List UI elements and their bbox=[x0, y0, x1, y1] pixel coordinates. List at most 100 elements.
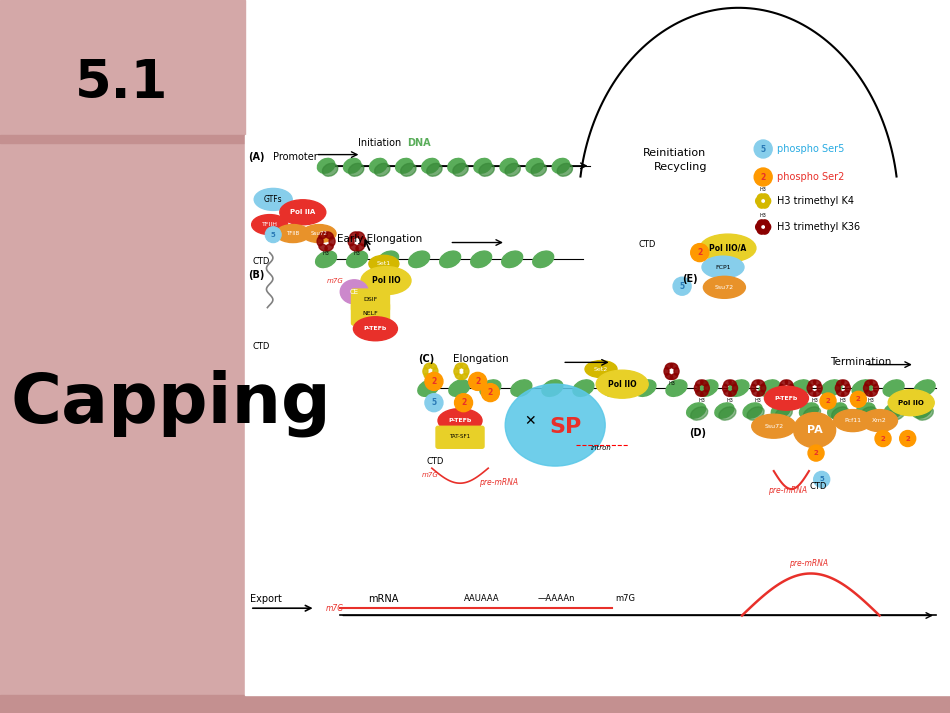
Ellipse shape bbox=[369, 255, 399, 272]
Ellipse shape bbox=[604, 380, 625, 396]
Ellipse shape bbox=[870, 391, 877, 396]
Ellipse shape bbox=[453, 163, 468, 176]
Ellipse shape bbox=[700, 234, 756, 262]
Ellipse shape bbox=[315, 251, 336, 267]
Text: H3 trimethyl K4: H3 trimethyl K4 bbox=[777, 196, 854, 206]
Text: m7G: m7G bbox=[422, 471, 438, 478]
Text: Set2: Set2 bbox=[594, 366, 608, 371]
Text: Ssu72: Ssu72 bbox=[714, 284, 734, 289]
Ellipse shape bbox=[728, 380, 749, 396]
Text: Pol IIO: Pol IIO bbox=[371, 276, 400, 285]
Text: H3 trimethyl K36: H3 trimethyl K36 bbox=[777, 222, 861, 232]
Ellipse shape bbox=[800, 403, 819, 418]
Text: 2: 2 bbox=[813, 450, 819, 456]
Text: H3: H3 bbox=[668, 381, 674, 386]
Circle shape bbox=[814, 471, 829, 488]
Text: 5: 5 bbox=[761, 145, 766, 153]
Text: CTD: CTD bbox=[638, 240, 656, 249]
Ellipse shape bbox=[664, 367, 669, 375]
Text: 5: 5 bbox=[271, 232, 276, 237]
Ellipse shape bbox=[759, 380, 780, 396]
Ellipse shape bbox=[317, 237, 323, 246]
Ellipse shape bbox=[701, 380, 708, 386]
Text: CTD: CTD bbox=[427, 457, 445, 466]
Text: 5: 5 bbox=[679, 282, 685, 291]
Text: —AAAAn: —AAAAn bbox=[538, 594, 575, 603]
Ellipse shape bbox=[353, 317, 397, 341]
Text: pre-mRNA: pre-mRNA bbox=[769, 486, 808, 496]
Ellipse shape bbox=[771, 403, 790, 418]
Ellipse shape bbox=[694, 384, 699, 392]
Ellipse shape bbox=[864, 380, 872, 386]
Ellipse shape bbox=[752, 380, 759, 386]
Text: 2: 2 bbox=[826, 398, 830, 404]
Circle shape bbox=[754, 168, 772, 186]
Ellipse shape bbox=[423, 367, 428, 375]
Ellipse shape bbox=[665, 374, 673, 379]
Ellipse shape bbox=[864, 384, 868, 392]
Ellipse shape bbox=[526, 158, 543, 173]
Text: 2: 2 bbox=[697, 248, 702, 257]
Text: Export: Export bbox=[250, 594, 282, 604]
Text: 2: 2 bbox=[487, 388, 493, 397]
Ellipse shape bbox=[775, 407, 792, 420]
Ellipse shape bbox=[502, 251, 522, 267]
Text: H3: H3 bbox=[783, 398, 789, 403]
Circle shape bbox=[265, 227, 281, 242]
Ellipse shape bbox=[834, 409, 872, 431]
Circle shape bbox=[875, 431, 891, 446]
Text: H3: H3 bbox=[760, 213, 767, 218]
Ellipse shape bbox=[793, 413, 836, 448]
Ellipse shape bbox=[808, 384, 812, 392]
Text: m7G: m7G bbox=[616, 594, 636, 603]
Ellipse shape bbox=[511, 380, 532, 396]
Ellipse shape bbox=[350, 244, 358, 251]
Ellipse shape bbox=[325, 232, 333, 239]
Text: 2: 2 bbox=[905, 436, 910, 441]
Ellipse shape bbox=[747, 407, 764, 420]
Ellipse shape bbox=[761, 384, 766, 392]
Ellipse shape bbox=[766, 223, 770, 230]
Ellipse shape bbox=[464, 367, 469, 375]
Bar bbox=[0, 135, 245, 143]
Text: Pol IIO: Pol IIO bbox=[608, 380, 636, 389]
Ellipse shape bbox=[505, 384, 605, 466]
Text: 2: 2 bbox=[856, 396, 861, 402]
Text: PA: PA bbox=[807, 425, 823, 435]
Ellipse shape bbox=[860, 407, 877, 420]
Text: Ssu72: Ssu72 bbox=[311, 231, 328, 236]
Ellipse shape bbox=[813, 380, 821, 386]
Ellipse shape bbox=[874, 384, 879, 392]
Ellipse shape bbox=[429, 363, 437, 369]
Ellipse shape bbox=[827, 403, 846, 418]
Text: H3: H3 bbox=[867, 398, 875, 403]
Ellipse shape bbox=[454, 367, 459, 375]
Text: 2: 2 bbox=[431, 377, 437, 386]
Ellipse shape bbox=[729, 391, 736, 396]
Circle shape bbox=[468, 372, 486, 391]
Ellipse shape bbox=[763, 202, 769, 208]
Ellipse shape bbox=[687, 403, 706, 418]
Ellipse shape bbox=[695, 380, 703, 386]
Ellipse shape bbox=[786, 391, 792, 396]
Ellipse shape bbox=[401, 163, 416, 176]
Ellipse shape bbox=[356, 244, 364, 251]
Circle shape bbox=[691, 244, 709, 262]
Ellipse shape bbox=[374, 163, 390, 176]
Ellipse shape bbox=[704, 384, 710, 392]
Ellipse shape bbox=[280, 200, 326, 225]
Text: DNA: DNA bbox=[408, 138, 430, 148]
Ellipse shape bbox=[691, 407, 708, 420]
Ellipse shape bbox=[347, 251, 368, 267]
Ellipse shape bbox=[542, 380, 562, 396]
Ellipse shape bbox=[888, 390, 934, 416]
FancyBboxPatch shape bbox=[352, 303, 390, 325]
Ellipse shape bbox=[356, 232, 364, 239]
Circle shape bbox=[425, 394, 443, 411]
Ellipse shape bbox=[755, 223, 761, 230]
Ellipse shape bbox=[751, 414, 796, 438]
Text: GTFs: GTFs bbox=[264, 195, 282, 204]
Ellipse shape bbox=[350, 232, 358, 239]
Text: H3: H3 bbox=[760, 187, 767, 192]
Ellipse shape bbox=[757, 391, 765, 396]
